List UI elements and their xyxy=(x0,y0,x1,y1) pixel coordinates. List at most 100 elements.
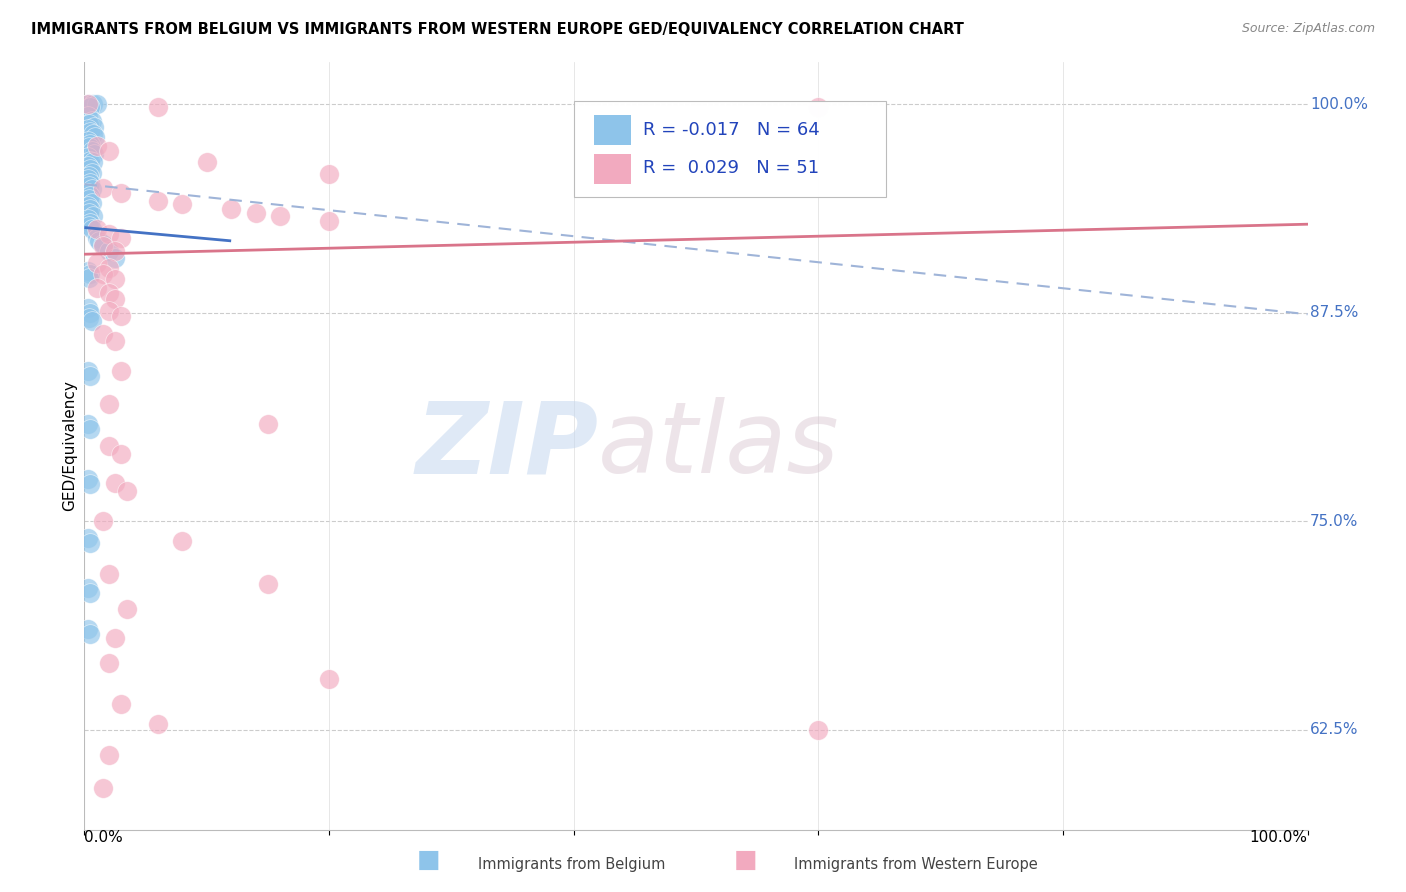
Point xyxy=(77,301,100,315)
Point xyxy=(83,147,105,161)
Point xyxy=(79,586,101,600)
Point xyxy=(79,368,101,383)
Point xyxy=(82,97,104,112)
Text: Immigrants from Belgium: Immigrants from Belgium xyxy=(478,857,665,872)
Point xyxy=(97,656,120,670)
Point xyxy=(77,417,100,432)
Point xyxy=(91,327,114,342)
Point xyxy=(97,439,120,453)
Point xyxy=(77,199,100,213)
Point xyxy=(77,364,100,378)
Point xyxy=(110,309,132,323)
Point xyxy=(80,165,103,179)
Point xyxy=(79,535,101,549)
Point xyxy=(91,237,114,252)
Point xyxy=(86,222,108,236)
Point xyxy=(195,155,218,169)
Point xyxy=(77,109,100,123)
Point xyxy=(97,747,120,762)
Text: R =  0.029   N = 51: R = 0.029 N = 51 xyxy=(644,160,820,178)
Text: 100.0%: 100.0% xyxy=(1250,830,1308,845)
Point xyxy=(91,180,114,194)
Point xyxy=(86,97,108,112)
Point xyxy=(79,100,101,114)
Point xyxy=(104,251,127,265)
Text: ■: ■ xyxy=(418,848,440,872)
Point xyxy=(79,153,101,168)
Text: 62.5%: 62.5% xyxy=(1310,722,1358,737)
Point xyxy=(80,144,103,158)
Point xyxy=(318,673,340,687)
Point xyxy=(77,159,100,173)
Point xyxy=(77,205,100,219)
Point xyxy=(219,202,242,217)
Point xyxy=(172,197,194,211)
Point xyxy=(97,304,120,318)
Y-axis label: GED/Equivalency: GED/Equivalency xyxy=(62,381,77,511)
Point xyxy=(77,169,100,183)
Point xyxy=(79,267,101,281)
Text: 75.0%: 75.0% xyxy=(1310,514,1358,529)
Text: 100.0%: 100.0% xyxy=(1310,96,1368,112)
Point xyxy=(97,227,120,242)
Point xyxy=(79,126,101,140)
Point xyxy=(77,178,100,193)
Point xyxy=(97,567,120,582)
Point xyxy=(86,280,108,294)
Point xyxy=(318,167,340,181)
Point xyxy=(77,117,100,131)
Point xyxy=(257,417,280,432)
Text: Immigrants from Western Europe: Immigrants from Western Europe xyxy=(794,857,1038,872)
Point xyxy=(104,334,127,348)
Point xyxy=(115,602,138,616)
Point xyxy=(91,514,114,528)
Point xyxy=(87,234,110,248)
Point xyxy=(77,531,100,545)
Point xyxy=(77,472,100,486)
Point xyxy=(104,475,127,490)
Point xyxy=(91,267,114,281)
Point xyxy=(86,255,108,269)
Text: 87.5%: 87.5% xyxy=(1310,305,1358,320)
Point xyxy=(80,222,103,236)
Point xyxy=(77,134,100,148)
Point xyxy=(77,172,100,186)
Point xyxy=(97,244,120,258)
Point xyxy=(146,100,169,114)
Point xyxy=(110,364,132,378)
Point xyxy=(146,717,169,731)
Text: R = -0.017   N = 64: R = -0.017 N = 64 xyxy=(644,121,820,139)
Point xyxy=(80,195,103,210)
Text: IMMIGRANTS FROM BELGIUM VS IMMIGRANTS FROM WESTERN EUROPE GED/EQUIVALENCY CORREL: IMMIGRANTS FROM BELGIUM VS IMMIGRANTS FR… xyxy=(31,22,963,37)
Point xyxy=(79,137,101,152)
Point xyxy=(77,140,100,154)
Point xyxy=(91,239,114,253)
Text: 0.0%: 0.0% xyxy=(84,830,124,845)
Point xyxy=(79,627,101,641)
Point xyxy=(104,292,127,306)
Point xyxy=(77,151,100,165)
Point xyxy=(91,780,114,795)
Point xyxy=(80,113,103,128)
Point xyxy=(82,127,104,141)
Text: Source: ZipAtlas.com: Source: ZipAtlas.com xyxy=(1241,22,1375,36)
FancyBboxPatch shape xyxy=(595,154,631,184)
Point xyxy=(269,209,291,223)
Point xyxy=(104,244,127,258)
Point xyxy=(77,122,100,136)
Point xyxy=(79,176,101,190)
Point xyxy=(97,260,120,275)
Point xyxy=(80,314,103,328)
Point xyxy=(86,230,108,244)
Point xyxy=(257,577,280,591)
Point xyxy=(807,723,830,737)
Point xyxy=(77,623,100,637)
Point xyxy=(77,264,100,278)
Point xyxy=(97,144,120,158)
Text: ■: ■ xyxy=(734,848,756,872)
Text: ZIP: ZIP xyxy=(415,398,598,494)
Point xyxy=(110,447,132,461)
Point xyxy=(77,212,100,227)
Point xyxy=(807,100,830,114)
Point xyxy=(110,230,132,244)
